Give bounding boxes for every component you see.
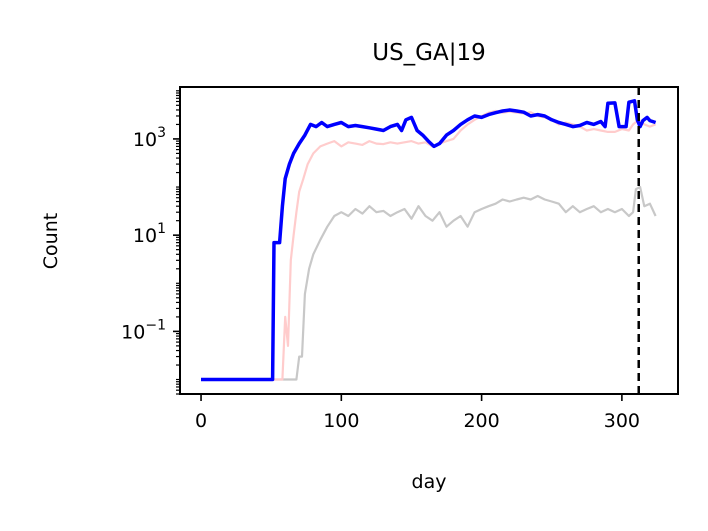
- y-tick-label: 10−1: [121, 317, 166, 343]
- series-layer: [201, 99, 657, 382]
- x-tick-label: 200: [463, 410, 499, 432]
- y-axis: 10−1 101 103: [121, 90, 180, 395]
- y-tick-label: 103: [133, 125, 166, 151]
- series-line-1: [201, 185, 657, 381]
- series-line-2: [201, 109, 656, 381]
- x-tick-label: 300: [604, 410, 640, 432]
- chart-title: US_GA|19: [372, 40, 486, 66]
- x-tick-label: 100: [323, 410, 359, 432]
- x-axis: 0 100 200 300: [195, 394, 640, 432]
- y-axis-label: Count: [40, 213, 62, 269]
- y-tick-label: 101: [133, 221, 166, 247]
- series-line-3: [201, 99, 657, 382]
- axes-frame: [179, 86, 679, 395]
- x-tick-label: 0: [195, 410, 207, 432]
- x-axis-label: day: [412, 471, 447, 493]
